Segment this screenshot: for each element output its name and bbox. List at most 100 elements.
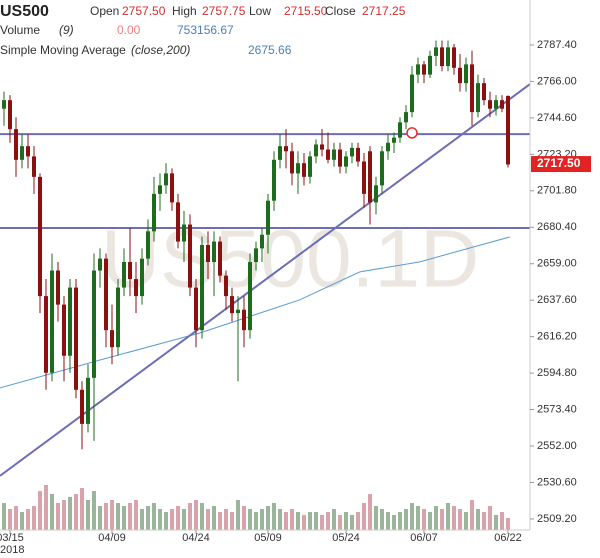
header-label: Open xyxy=(90,4,119,18)
volume-bar xyxy=(284,512,288,530)
candle-body xyxy=(56,270,60,305)
volume-bar xyxy=(188,503,192,530)
candle-body xyxy=(362,161,366,194)
candle-body xyxy=(452,47,456,68)
candle-body xyxy=(8,100,12,130)
plot-area xyxy=(0,40,530,530)
volume-bar xyxy=(494,515,498,530)
candle-body xyxy=(236,309,240,314)
volume-bar xyxy=(146,506,150,530)
volume-bar xyxy=(134,500,138,530)
candle-body xyxy=(410,74,414,113)
last-price-tag xyxy=(531,156,591,173)
volume-bar xyxy=(116,503,120,530)
y-tick-label: 2744.60 xyxy=(537,112,577,124)
candle-body xyxy=(224,275,228,297)
marker xyxy=(406,127,418,139)
header-label: Close xyxy=(325,4,356,18)
volume-bar xyxy=(68,497,72,530)
candle-body xyxy=(296,163,300,174)
candle-body xyxy=(494,100,498,109)
volume-bar xyxy=(50,494,54,530)
y-tick-label: 2637.60 xyxy=(537,294,577,306)
volume-bar xyxy=(482,512,486,530)
volume-bar xyxy=(476,509,480,530)
volume-bar xyxy=(278,509,282,530)
indicator-value: 753156.67 xyxy=(177,23,234,37)
candle-body xyxy=(200,244,204,331)
volume-bar xyxy=(248,509,252,530)
candle-body xyxy=(254,248,258,263)
volume-bar xyxy=(380,509,384,530)
candle-body xyxy=(98,258,102,271)
volume-bar xyxy=(8,509,12,530)
candle-body xyxy=(440,47,444,67)
candle-body xyxy=(482,83,486,101)
candle-body xyxy=(476,83,480,113)
sma-line xyxy=(0,236,510,389)
volume-bar xyxy=(176,506,180,530)
volume-bar xyxy=(320,515,324,530)
y-tick-label: 2766.00 xyxy=(537,75,577,87)
candle-body xyxy=(470,64,474,113)
volume-bar xyxy=(332,509,336,530)
candle-body xyxy=(422,64,426,75)
candle-body xyxy=(134,279,138,297)
volume-bar xyxy=(290,509,294,530)
volume-bar xyxy=(206,509,210,530)
volume-bar xyxy=(440,509,444,530)
candle-body xyxy=(242,309,246,331)
volume-bar xyxy=(350,515,354,530)
volume-bar xyxy=(170,509,174,530)
candle-body xyxy=(434,47,438,56)
volume-bar xyxy=(452,506,456,530)
volume-bar xyxy=(218,512,222,530)
indicator-name: Volume xyxy=(0,23,40,37)
candle-body xyxy=(62,304,66,356)
candle-body xyxy=(350,147,354,157)
candle-body xyxy=(32,156,36,177)
volume-bar xyxy=(416,506,420,530)
candle-body xyxy=(320,144,324,150)
candle-body xyxy=(122,262,126,288)
candle-body xyxy=(488,100,492,109)
volume-bar xyxy=(326,512,330,530)
candle-body xyxy=(152,193,156,232)
candle-body xyxy=(116,287,120,348)
symbol: US500 xyxy=(0,3,49,20)
x-tick-label: 06/07 xyxy=(410,532,438,544)
candle-body xyxy=(266,200,270,235)
indicator-params: (close,200) xyxy=(131,43,190,57)
x-tick-label: 03/15 xyxy=(0,532,24,544)
candle-body xyxy=(86,377,90,424)
candle-body xyxy=(128,262,132,280)
volume-bar xyxy=(26,509,30,530)
header-value: 2757.75 xyxy=(202,4,246,18)
volume-bar xyxy=(242,506,246,530)
volume-bar xyxy=(128,503,132,530)
volume-bar xyxy=(62,500,66,530)
candle-body xyxy=(458,67,462,84)
volume-bar xyxy=(314,512,318,530)
candle-body xyxy=(326,149,330,160)
y-tick-label: 2701.80 xyxy=(537,185,577,197)
candle-body xyxy=(284,146,288,152)
header-value: 2715.50 xyxy=(284,4,328,18)
candle-body xyxy=(146,231,150,259)
volume-bar xyxy=(44,485,48,530)
volume-bar xyxy=(374,506,378,530)
volume-bar xyxy=(158,509,162,530)
volume-bar xyxy=(404,509,408,530)
volume-bar xyxy=(230,512,234,530)
indicator-value: 2675.66 xyxy=(248,43,292,57)
volume-bar xyxy=(296,512,300,530)
volume-bar xyxy=(92,491,96,530)
candle-body xyxy=(206,244,210,263)
y-tick-label: 2594.80 xyxy=(537,367,577,379)
volume-bar xyxy=(14,506,18,530)
candle-body xyxy=(50,270,54,373)
volume-bar xyxy=(398,512,402,530)
candle-body xyxy=(38,176,42,297)
volume-bar xyxy=(200,503,204,530)
volume-bar xyxy=(104,503,108,530)
